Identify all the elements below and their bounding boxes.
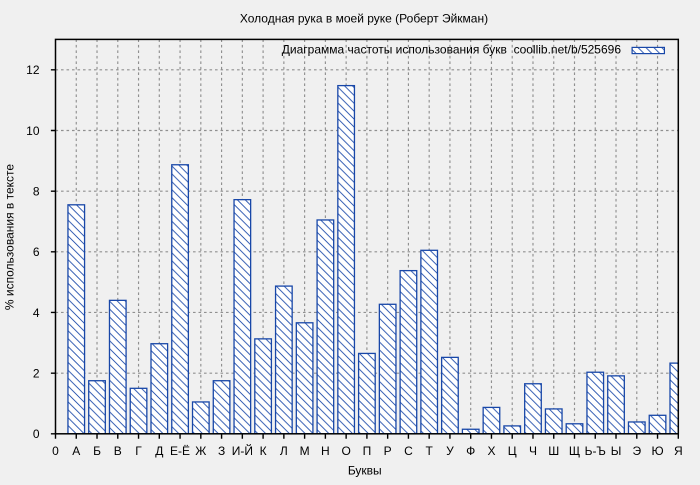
svg-text:Холодная рука в моей руке (Роб: Холодная рука в моей руке (Роберт Эйкман… (240, 11, 488, 25)
svg-text:Э: Э (632, 444, 641, 458)
svg-text:О: О (341, 444, 350, 458)
svg-text:Х: Х (487, 444, 495, 458)
svg-text:Ы: Ы (611, 444, 622, 458)
svg-text:З: З (218, 444, 225, 458)
svg-text:И-Й: И-Й (232, 443, 253, 458)
svg-text:2: 2 (33, 366, 40, 380)
svg-text:10: 10 (26, 124, 40, 138)
svg-text:12: 12 (26, 63, 40, 77)
svg-text:С: С (404, 444, 413, 458)
svg-text:8: 8 (33, 184, 40, 198)
svg-text:Ф: Ф (466, 444, 475, 458)
svg-text:% использования в тексте: % использования в тексте (3, 164, 17, 310)
svg-text:0: 0 (52, 444, 59, 458)
svg-text:П: П (363, 444, 372, 458)
svg-text:А: А (72, 444, 80, 458)
svg-text:6: 6 (33, 245, 40, 259)
svg-text:4: 4 (33, 306, 40, 320)
svg-text:У: У (446, 444, 454, 458)
svg-text:Т: Т (426, 444, 434, 458)
svg-text:0: 0 (33, 427, 40, 441)
svg-text:К: К (260, 444, 267, 458)
svg-text:В: В (114, 444, 122, 458)
svg-text:Ж: Ж (195, 444, 206, 458)
svg-text:Ц: Ц (508, 444, 517, 458)
svg-text:Ю: Ю (651, 444, 663, 458)
svg-text:Н: Н (321, 444, 330, 458)
svg-text:Г: Г (135, 444, 142, 458)
svg-text:Л: Л (280, 444, 288, 458)
svg-text:Ь-Ъ: Ь-Ъ (585, 444, 606, 458)
svg-text:Ч: Ч (529, 444, 537, 458)
svg-text:Диаграмма частоты использовани: Диаграмма частоты использования букв coo… (282, 43, 622, 57)
svg-text:Щ: Щ (569, 444, 580, 458)
svg-text:Буквы: Буквы (348, 464, 382, 478)
svg-text:Б: Б (93, 444, 101, 458)
svg-text:Е-Ё: Е-Ё (170, 444, 190, 458)
svg-text:М: М (300, 444, 310, 458)
svg-text:Я: Я (674, 444, 683, 458)
svg-text:Р: Р (384, 444, 392, 458)
svg-text:Ш: Ш (548, 444, 559, 458)
svg-text:Д: Д (155, 444, 163, 458)
